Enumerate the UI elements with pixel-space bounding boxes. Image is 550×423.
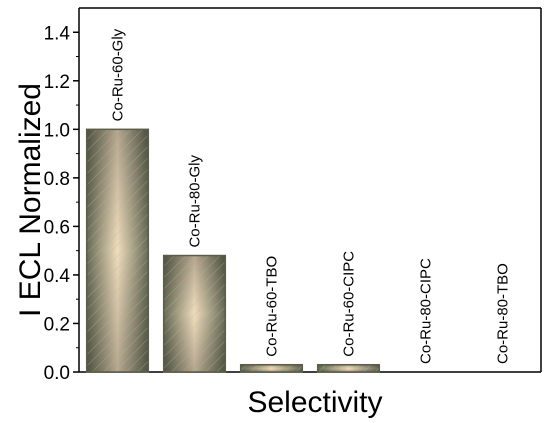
- y-tick-label: 1.0: [44, 120, 70, 141]
- bar-hatch: [240, 364, 303, 372]
- y-tick-label: 0.4: [44, 266, 71, 287]
- y-tick-label: 0.0: [44, 363, 70, 384]
- bar-outline: [85, 128, 150, 373]
- y-tick-label: 1.2: [44, 72, 70, 93]
- y-tick-label: 1.4: [44, 23, 71, 44]
- y-tick-label: 0.8: [44, 169, 70, 190]
- bar-category-label: Co-Ru-80-Gly: [187, 155, 204, 248]
- bar-category-label: Co-Ru-60-Gly: [110, 28, 127, 121]
- bar-hatch: [163, 255, 226, 372]
- y-tick-label: 0.2: [44, 314, 70, 335]
- bar-category-label: Co-Ru-80-CIPC: [418, 258, 435, 364]
- bar-hatch: [86, 129, 149, 372]
- y-tick-label: 0.6: [44, 217, 70, 238]
- bar-hatch: [317, 364, 380, 372]
- bar-category-label: Co-Ru-60-TBO: [264, 256, 281, 357]
- bar-outline: [316, 363, 381, 373]
- plot-area: 0.0 0.2 0.4 0.6 0.8 1.0 1.2 1.4 Co-Ru-60-Gly Co-R…: [44, 7, 542, 384]
- y-axis-title: I ECL Normalized: [14, 83, 47, 317]
- x-axis-title: Selectivity: [247, 386, 382, 419]
- bar-outline: [162, 254, 227, 373]
- bar-category-label: Co-Ru-60-CIPC: [341, 251, 358, 357]
- bar-category-label: Co-Ru-80-TBO: [495, 263, 512, 364]
- bar-outline: [239, 363, 304, 373]
